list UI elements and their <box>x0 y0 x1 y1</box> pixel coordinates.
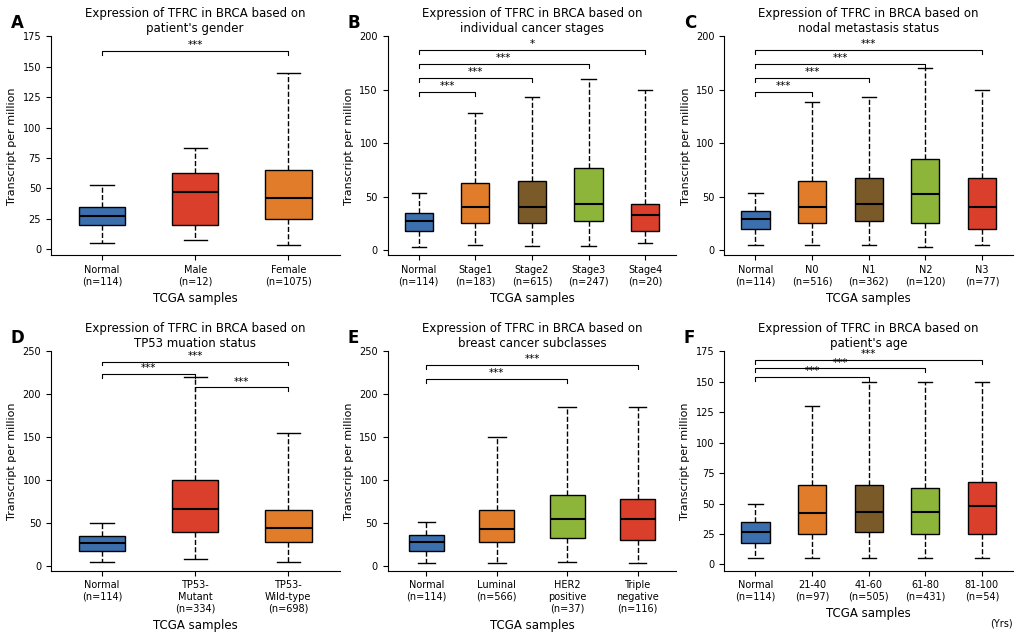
PathPatch shape <box>967 178 996 229</box>
X-axis label: TCGA samples: TCGA samples <box>825 293 910 305</box>
Text: (Yrs): (Yrs) <box>989 619 1012 629</box>
Text: ***: *** <box>467 67 483 77</box>
PathPatch shape <box>549 495 584 538</box>
Text: ***: *** <box>187 40 203 50</box>
PathPatch shape <box>518 181 545 224</box>
Text: B: B <box>346 14 360 32</box>
Text: ***: *** <box>439 81 454 91</box>
PathPatch shape <box>967 482 996 534</box>
Title: Expression of TFRC in BRCA based on
nodal metastasis status: Expression of TFRC in BRCA based on noda… <box>758 7 978 35</box>
Text: ***: *** <box>860 40 875 49</box>
Y-axis label: Transcript per million: Transcript per million <box>343 402 354 520</box>
X-axis label: TCGA samples: TCGA samples <box>825 608 910 620</box>
PathPatch shape <box>797 181 825 224</box>
Text: ***: *** <box>187 351 203 361</box>
Title: Expression of TFRC in BRCA based on
patient's gender: Expression of TFRC in BRCA based on pati… <box>85 7 305 35</box>
Text: ***: *** <box>141 363 156 373</box>
PathPatch shape <box>172 481 218 532</box>
Y-axis label: Transcript per million: Transcript per million <box>680 402 690 520</box>
PathPatch shape <box>741 210 769 229</box>
PathPatch shape <box>405 213 432 231</box>
PathPatch shape <box>574 168 602 221</box>
PathPatch shape <box>620 499 654 541</box>
Text: ***: *** <box>495 53 511 63</box>
PathPatch shape <box>265 511 311 542</box>
PathPatch shape <box>910 159 938 224</box>
Y-axis label: Transcript per million: Transcript per million <box>680 87 690 204</box>
Text: C: C <box>684 14 696 32</box>
Text: ***: *** <box>488 368 504 378</box>
Text: E: E <box>346 329 359 347</box>
X-axis label: TCGA samples: TCGA samples <box>489 293 574 305</box>
PathPatch shape <box>854 178 882 221</box>
Y-axis label: Transcript per million: Transcript per million <box>7 87 17 204</box>
X-axis label: TCGA samples: TCGA samples <box>153 293 237 305</box>
X-axis label: TCGA samples: TCGA samples <box>153 619 237 632</box>
PathPatch shape <box>409 535 443 551</box>
Text: ***: *** <box>233 376 250 387</box>
PathPatch shape <box>172 173 218 225</box>
Y-axis label: Transcript per million: Transcript per million <box>7 402 17 520</box>
Text: ***: *** <box>775 81 791 91</box>
Text: F: F <box>684 329 695 347</box>
PathPatch shape <box>631 204 658 231</box>
PathPatch shape <box>910 488 938 534</box>
PathPatch shape <box>741 522 769 543</box>
Text: A: A <box>10 14 23 32</box>
Text: ***: *** <box>832 53 847 63</box>
Text: D: D <box>10 329 24 347</box>
PathPatch shape <box>265 170 311 219</box>
PathPatch shape <box>854 485 882 532</box>
PathPatch shape <box>78 536 125 551</box>
Text: ***: *** <box>860 349 875 359</box>
X-axis label: TCGA samples: TCGA samples <box>489 619 574 632</box>
Title: Expression of TFRC in BRCA based on
breast cancer subclasses: Expression of TFRC in BRCA based on brea… <box>421 322 642 350</box>
PathPatch shape <box>479 511 514 542</box>
Text: ***: *** <box>524 354 539 364</box>
Title: Expression of TFRC in BRCA based on
patient's age: Expression of TFRC in BRCA based on pati… <box>758 322 978 350</box>
PathPatch shape <box>461 183 489 224</box>
Text: ***: *** <box>832 358 847 367</box>
Title: Expression of TFRC in BRCA based on
individual cancer stages: Expression of TFRC in BRCA based on indi… <box>421 7 642 35</box>
Text: *: * <box>529 40 534 49</box>
Text: ***: *** <box>804 366 819 376</box>
Text: ***: *** <box>804 67 819 77</box>
Title: Expression of TFRC in BRCA based on
TP53 muation status: Expression of TFRC in BRCA based on TP53… <box>85 322 305 350</box>
PathPatch shape <box>797 485 825 534</box>
Y-axis label: Transcript per million: Transcript per million <box>343 87 354 204</box>
PathPatch shape <box>78 207 125 225</box>
